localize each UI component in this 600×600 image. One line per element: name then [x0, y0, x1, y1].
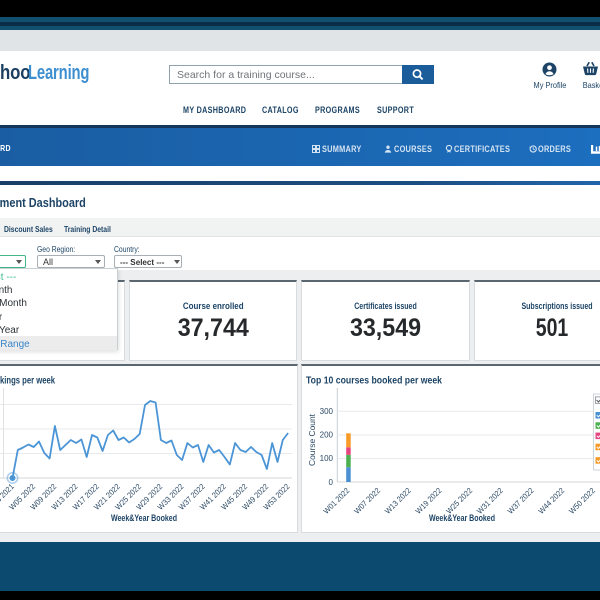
svg-text:0: 0 [329, 478, 334, 487]
svg-text:Week&Year Booked: Week&Year Booked [111, 513, 177, 523]
svg-text:W44 2022: W44 2022 [537, 486, 567, 516]
svg-text:100: 100 [320, 454, 334, 463]
svg-text:W07 2022: W07 2022 [352, 486, 382, 516]
svg-text:W37 2022: W37 2022 [506, 486, 536, 516]
svg-text:200: 200 [320, 431, 334, 440]
svg-text:W31 2022: W31 2022 [475, 486, 505, 516]
svg-text:W50 2022: W50 2022 [567, 486, 597, 516]
svg-text:W19 2022: W19 2022 [414, 486, 444, 516]
svg-text:Top 10 courses booked per week: Top 10 courses booked per week [306, 376, 442, 387]
svg-text:W01 2022: W01 2022 [322, 486, 352, 516]
svg-text:Course Count: Course Count [307, 413, 317, 466]
svg-text:W13 2022: W13 2022 [383, 486, 413, 516]
svg-text:Week&Year Booked: Week&Year Booked [429, 513, 495, 523]
svg-text:W25 2022: W25 2022 [445, 486, 475, 516]
svg-text:300: 300 [320, 407, 334, 416]
svg-text:kings per week: kings per week [0, 376, 55, 387]
